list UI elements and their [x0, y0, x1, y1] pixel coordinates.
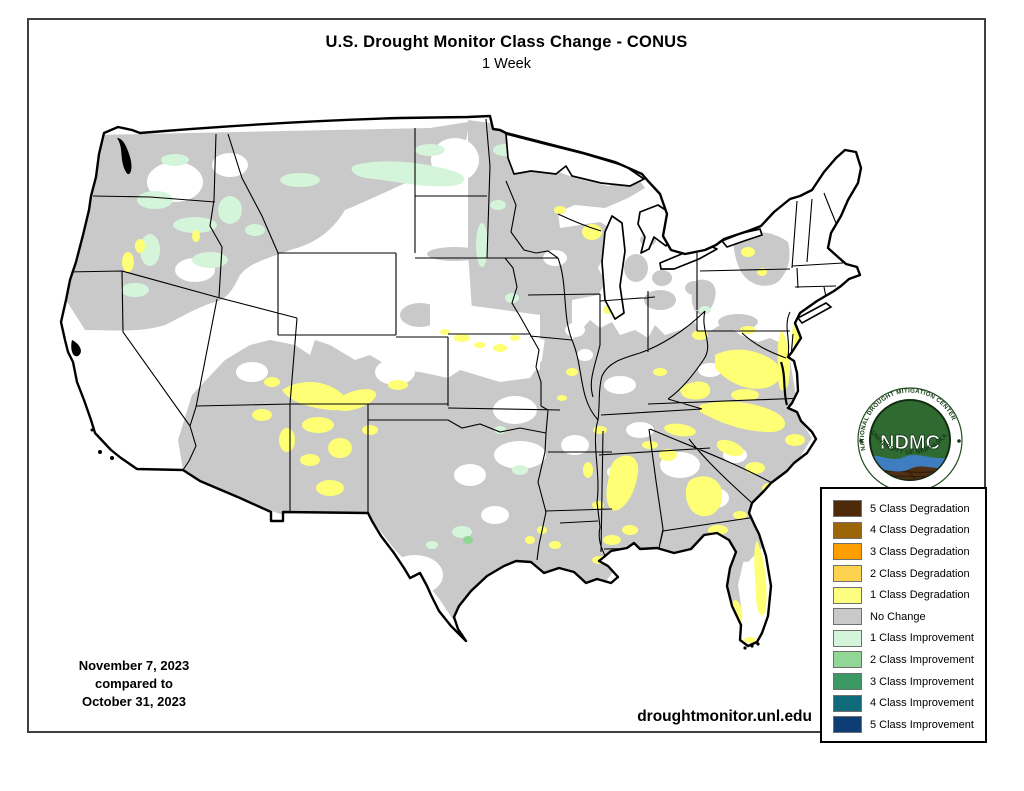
- website-url: droughtmonitor.unl.edu: [637, 708, 812, 725]
- date-line-compared: compared to: [94, 676, 173, 691]
- legend-item: 4 Class Degradation: [822, 520, 985, 542]
- legend-label: 3 Class Degradation: [870, 545, 970, 558]
- page-title: U.S. Drought Monitor Class Change - CONU…: [325, 33, 688, 51]
- legend-item: No Change: [822, 606, 985, 628]
- legend-swatch: [833, 543, 862, 561]
- legend-swatch: [833, 500, 862, 518]
- legend-label: 2 Class Improvement: [870, 653, 974, 666]
- legend-item: 3 Class Improvement: [822, 671, 985, 693]
- conus-outline: [59, 114, 863, 648]
- legend-label: 5 Class Improvement: [870, 718, 974, 731]
- legend-label: 2 Class Degradation: [870, 567, 970, 580]
- legend-item: 1 Class Improvement: [822, 628, 985, 650]
- legend-item: 5 Class Improvement: [822, 714, 985, 736]
- legend-label: No Change: [870, 610, 926, 623]
- ndmc-logo: NDMC NATIONAL DROUGHT MITIGATION CENTER …: [857, 387, 963, 493]
- legend-swatch: [833, 716, 862, 734]
- legend-swatch: [833, 586, 862, 604]
- legend-item: 4 Class Improvement: [822, 692, 985, 714]
- legend-swatch: [833, 608, 862, 626]
- ndmc-acronym: NDMC: [880, 432, 940, 454]
- legend-label: 4 Class Improvement: [870, 697, 974, 710]
- state-borders: [65, 118, 844, 561]
- legend-label: 1 Class Degradation: [870, 589, 970, 602]
- legend-swatch: [833, 565, 862, 583]
- map-legend: 5 Class Degradation 4 Class Degradation …: [820, 487, 987, 743]
- long-island: [796, 302, 833, 325]
- legend-label: 3 Class Improvement: [870, 675, 974, 688]
- page-subtitle: 1 Week: [482, 56, 531, 72]
- legend-swatch: [833, 521, 862, 539]
- legend-item: 5 Class Degradation: [822, 498, 985, 520]
- date-comparison-label: November 7, 2023 compared to October 31,…: [48, 657, 220, 711]
- legend-swatch: [833, 694, 862, 712]
- legend-label: 5 Class Degradation: [870, 502, 970, 515]
- lake-michigan: [601, 215, 626, 320]
- legend-label: 4 Class Degradation: [870, 524, 970, 537]
- legend-label: 1 Class Improvement: [870, 632, 974, 645]
- legend-swatch: [833, 673, 862, 691]
- legend-swatch: [833, 651, 862, 669]
- legend-swatch: [833, 629, 862, 647]
- legend-item: 3 Class Degradation: [822, 541, 985, 563]
- date-line-current: November 7, 2023: [78, 658, 190, 673]
- legend-item: 1 Class Degradation: [822, 584, 985, 606]
- legend-item: 2 Class Improvement: [822, 649, 985, 671]
- legend-item: 2 Class Degradation: [822, 563, 985, 585]
- date-line-previous: October 31, 2023: [81, 694, 187, 709]
